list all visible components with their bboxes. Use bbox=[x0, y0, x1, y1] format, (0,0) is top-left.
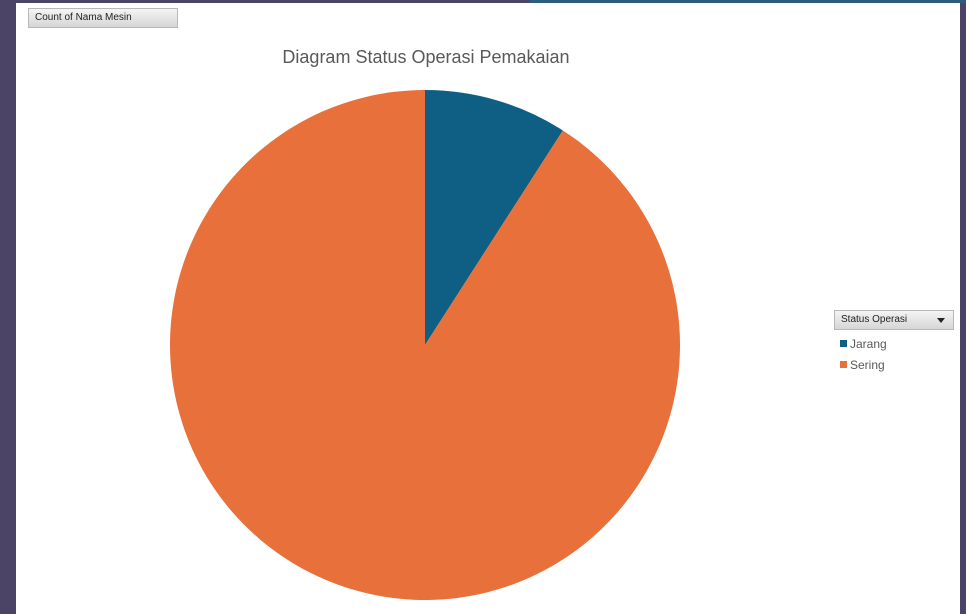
window-accent-bar bbox=[530, 0, 966, 3]
legend-label: Sering bbox=[850, 358, 885, 372]
chart-area: Count of Nama Mesin Diagram Status Opera… bbox=[16, 3, 960, 614]
pie-chart bbox=[170, 90, 681, 600]
legend-filter-button[interactable]: Status Operasi bbox=[834, 310, 954, 330]
pie-slice-sering[interactable] bbox=[170, 90, 681, 600]
legend-item-sering[interactable]: Sering bbox=[834, 358, 954, 372]
legend-label: Jarang bbox=[850, 337, 887, 351]
pie-slice-jarang[interactable] bbox=[425, 90, 563, 345]
legend-swatch bbox=[840, 361, 847, 369]
chart-title: Diagram Status Operasi Pemakaian bbox=[282, 47, 570, 67]
value-field-button[interactable]: Count of Nama Mesin bbox=[28, 8, 178, 28]
legend-items: Jarang Sering bbox=[834, 337, 954, 372]
legend-header-label: Status Operasi bbox=[841, 314, 908, 325]
legend-item-jarang[interactable]: Jarang bbox=[834, 337, 954, 351]
legend: Status Operasi Jarang Sering bbox=[834, 310, 954, 372]
legend-swatch bbox=[840, 340, 847, 348]
chevron-down-icon[interactable] bbox=[937, 318, 945, 323]
